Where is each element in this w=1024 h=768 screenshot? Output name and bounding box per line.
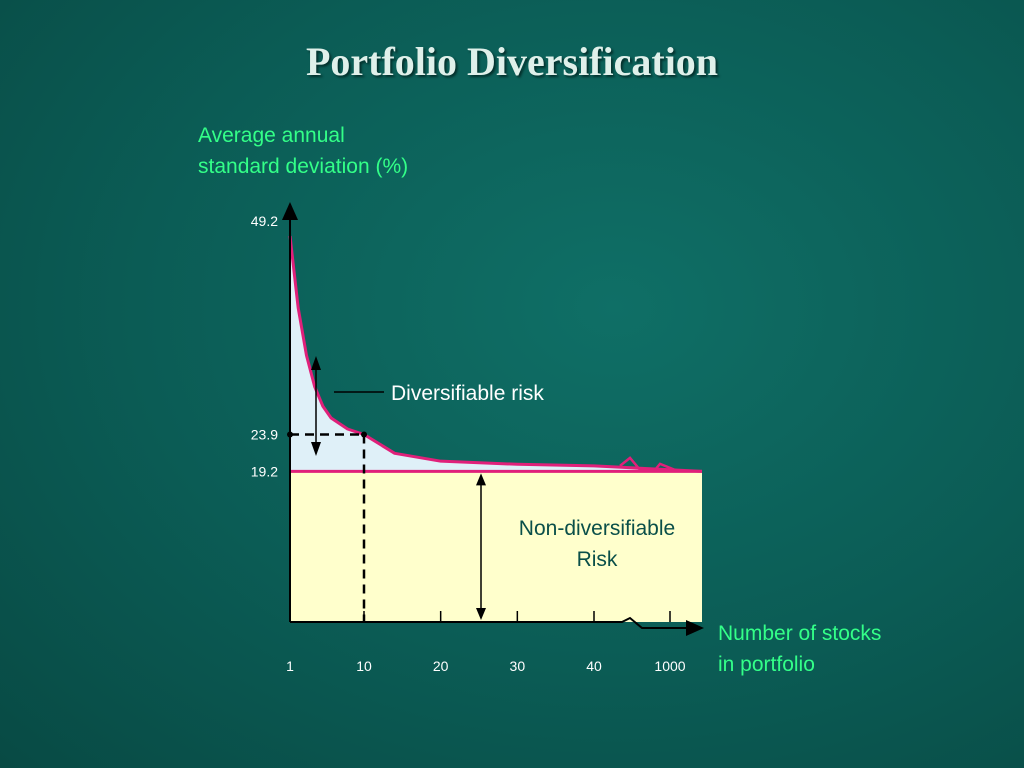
y-axis-label-line2: standard deviation (%)	[198, 155, 409, 178]
x-tick-label-40: 40	[586, 658, 602, 674]
x-tick-label-10: 10	[356, 658, 372, 674]
y-tick-label-23.9: 23.9	[251, 426, 278, 442]
x-tick-label-20: 20	[433, 658, 449, 674]
diversifiable-area	[290, 236, 702, 472]
curve-break-mark	[619, 456, 676, 472]
non-diversifiable-area	[290, 471, 702, 622]
diversifiable-arrowhead-top	[311, 356, 321, 370]
diversifiable-arrowhead-bottom	[311, 442, 321, 456]
x-axis-label-line1: Number of stocks	[718, 622, 882, 645]
y-tick-label-19.2: 19.2	[251, 463, 278, 479]
x-tick-label-30: 30	[510, 658, 526, 674]
slide-title: Portfolio Diversification	[305, 39, 719, 84]
x-axis-label-line2: in portfolio	[718, 653, 815, 676]
risk-curve	[288, 235, 703, 473]
non-diversifiable-label-line1: Non-diversifiable	[519, 517, 675, 540]
non-diversifiable-arrowhead-bottom	[476, 608, 486, 620]
y-axis-label-line1: Average annual	[198, 124, 345, 147]
x-axis	[290, 616, 700, 629]
guide-dot-curve	[361, 431, 367, 438]
x-tick-label-1: 1	[286, 658, 294, 674]
guide-dot-y	[287, 431, 293, 438]
non-diversifiable-label-line2: Risk	[577, 548, 618, 571]
y-tick-label-49.2: 49.2	[251, 213, 278, 229]
diversifiable-risk-label: Diversifiable risk	[391, 382, 544, 405]
x-tick-label-1000: 1000	[654, 658, 685, 674]
non-diversifiable-arrowhead-top	[476, 473, 486, 486]
